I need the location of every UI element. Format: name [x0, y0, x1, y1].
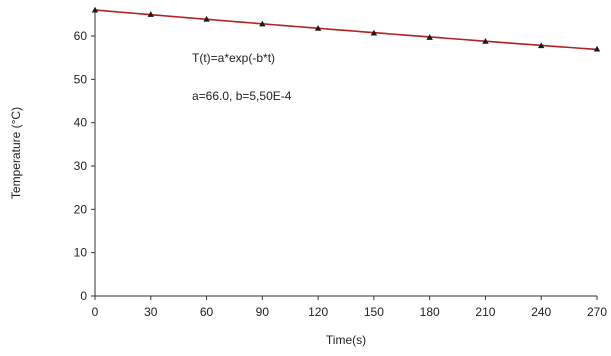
- data-point: [370, 29, 378, 36]
- x-axis-title: Time(s): [326, 333, 366, 347]
- y-tick-label: 40: [74, 116, 88, 130]
- data-point: [203, 15, 210, 22]
- data-points-group: [91, 6, 601, 52]
- x-tick-label: 150: [364, 305, 384, 319]
- y-tick-label: 30: [74, 159, 88, 173]
- x-tick-label: 0: [92, 305, 99, 319]
- y-axis-ticks: 0 10 20 30 40 50 60: [74, 29, 95, 303]
- x-tick-label: 240: [531, 305, 551, 319]
- x-tick-label: 180: [420, 305, 440, 319]
- fit-curve-group: [94, 9, 598, 51]
- axes: [94, 10, 597, 297]
- data-point: [314, 25, 322, 31]
- x-tick-label: 30: [144, 305, 158, 319]
- x-tick-label: 120: [308, 305, 328, 319]
- data-point: [147, 11, 154, 17]
- data-point: [593, 45, 601, 52]
- equation-annotation: T(t)=a*exp(-b*t): [192, 51, 275, 65]
- data-point: [259, 20, 266, 27]
- data-point: [91, 6, 99, 13]
- data-point: [538, 42, 545, 49]
- fit-curve-line: [94, 9, 598, 51]
- x-tick-label: 270: [587, 305, 607, 319]
- y-tick-label: 60: [74, 29, 88, 43]
- x-tick-label: 90: [256, 305, 270, 319]
- x-tick-label: 210: [475, 305, 495, 319]
- y-tick-label: 20: [74, 202, 88, 216]
- y-tick-label: 0: [80, 289, 87, 303]
- x-axis-ticks: 0 30 60 90 120 150 180 210 240 270: [92, 296, 607, 319]
- parameters-annotation: a=66.0, b=5,50E-4: [192, 89, 292, 103]
- y-tick-label: 10: [74, 246, 88, 260]
- data-point: [426, 34, 433, 40]
- x-tick-label: 60: [200, 305, 214, 319]
- data-point: [482, 38, 489, 44]
- y-tick-label: 50: [74, 72, 88, 86]
- y-axis-title: Temperature (°C): [9, 107, 23, 199]
